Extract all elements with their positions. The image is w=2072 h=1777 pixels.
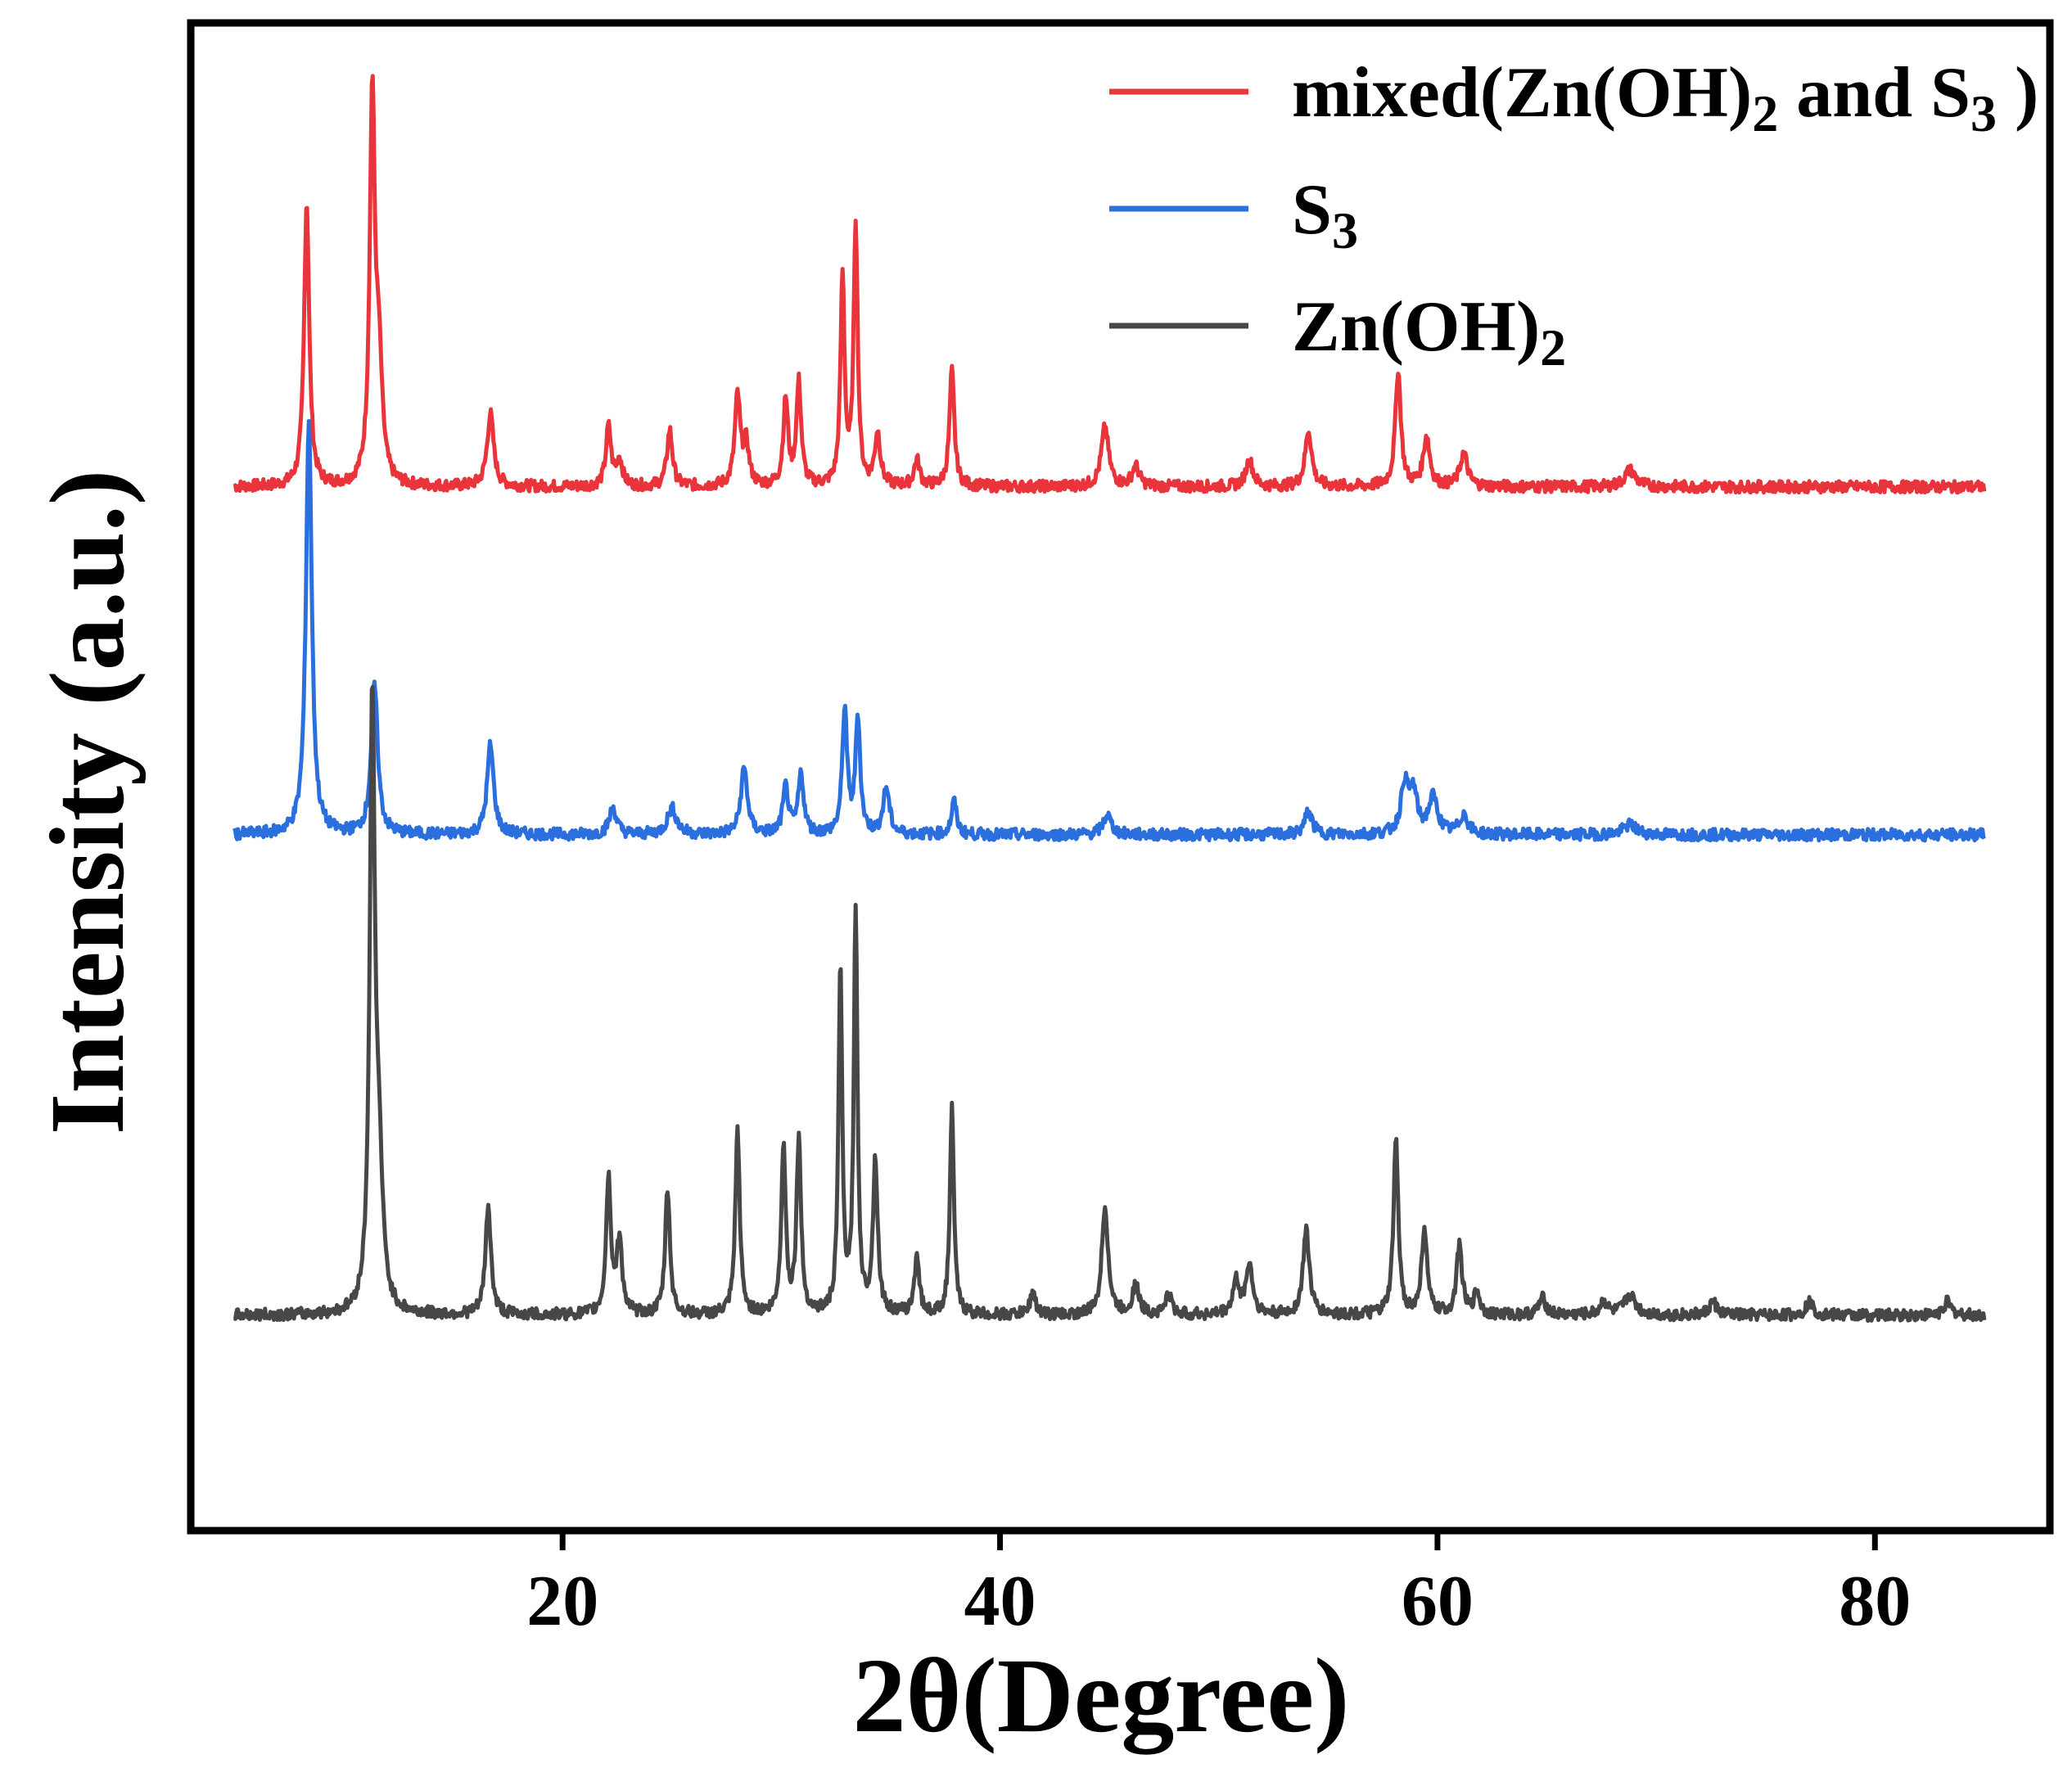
- legend: mixed(Zn(OH)2 and S3 ) S3 Zn(OH)2: [1109, 53, 2038, 377]
- x-axis-title: 2θ(Degree): [853, 1637, 1350, 1755]
- plot-frame: [187, 19, 2054, 1535]
- series-line-zn: [232, 684, 1987, 1324]
- series-layer: [232, 74, 1987, 1324]
- x-tick-label: 80: [1839, 1562, 1911, 1641]
- legend-label-s3: S3: [1292, 170, 1358, 259]
- x-tick-label: 20: [526, 1562, 598, 1641]
- legend-label-zn: Zn(OH)2: [1292, 287, 1566, 377]
- x-tick-label: 60: [1402, 1562, 1474, 1641]
- series-line-mixed: [232, 74, 1987, 495]
- series-line-s3: [232, 419, 1986, 843]
- x-tick-label: 40: [964, 1562, 1036, 1641]
- y-axis-title: Intensity (a.u.): [29, 470, 147, 1135]
- legend-label-mixed: mixed(Zn(OH)2 and S3 ): [1292, 53, 2038, 142]
- x-axis-ticks: 20 40 60 80: [526, 1531, 1911, 1641]
